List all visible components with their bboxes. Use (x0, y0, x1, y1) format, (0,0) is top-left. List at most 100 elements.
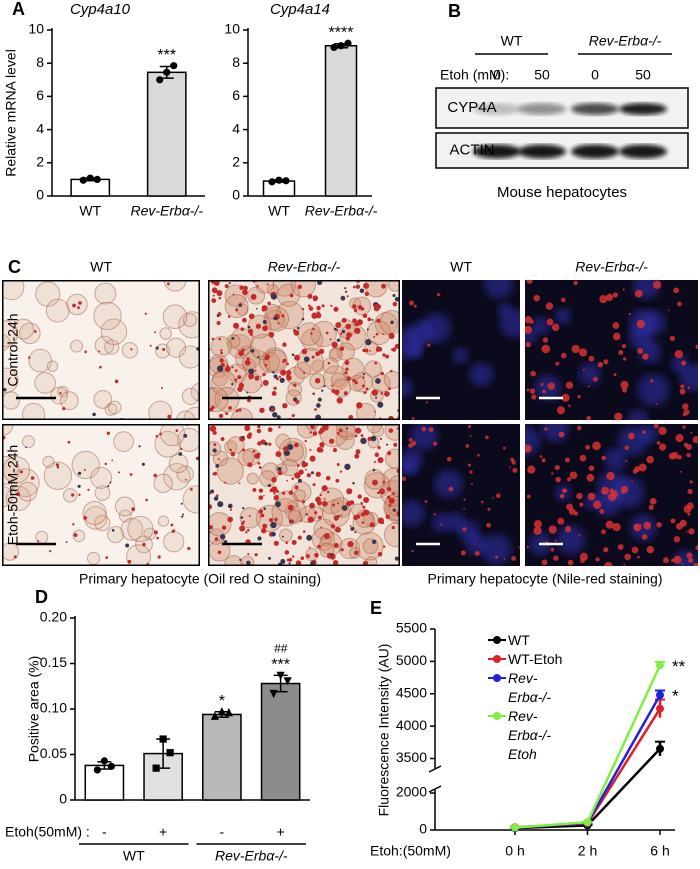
lipid (275, 501, 281, 508)
cell (263, 349, 288, 374)
lipid (377, 446, 381, 450)
lipid (391, 347, 397, 352)
cell (100, 318, 128, 345)
data-point (100, 757, 108, 765)
lipid (642, 430, 646, 434)
data-point (217, 707, 226, 716)
lipid (250, 348, 255, 353)
lipid (363, 282, 370, 289)
blot-band (518, 144, 566, 159)
lipid (525, 325, 533, 334)
lipid (592, 441, 601, 451)
cell (163, 463, 191, 491)
lipid (315, 351, 321, 357)
lipid (587, 492, 596, 501)
lipid (592, 376, 598, 382)
lipid (448, 486, 454, 492)
lipid (336, 462, 340, 466)
nucleus (671, 355, 689, 373)
lipid (352, 318, 357, 324)
cell (311, 359, 325, 373)
data-point (511, 823, 519, 832)
lipid (542, 389, 546, 394)
lipid (551, 323, 560, 332)
lipid (525, 315, 533, 324)
swatch-dot (493, 712, 501, 720)
lipid (220, 351, 223, 355)
lipid (533, 294, 540, 302)
lipid (317, 544, 321, 549)
lipid (333, 327, 337, 331)
lipid (377, 457, 384, 464)
lipid (268, 484, 271, 487)
lipid (254, 369, 257, 372)
lipid (380, 371, 384, 376)
lipid (689, 480, 693, 484)
lipid (254, 553, 258, 557)
lipid (271, 486, 278, 493)
panel-label: E (370, 598, 382, 618)
lipid (638, 463, 647, 472)
cell (159, 327, 172, 340)
lipid (156, 536, 159, 540)
lipid (360, 434, 364, 437)
cell (287, 381, 303, 397)
lipid (267, 427, 273, 433)
lipid (491, 496, 494, 499)
lipid (294, 442, 299, 448)
lipid (329, 438, 335, 444)
chart-title: Cyp4a14 (270, 1, 330, 18)
lipid (162, 348, 166, 351)
significance: **** (329, 24, 354, 41)
lipid (357, 494, 362, 499)
lipid (545, 302, 554, 310)
lipid (258, 509, 264, 514)
lipid (362, 505, 366, 509)
lipid (282, 402, 288, 409)
lipid (625, 459, 628, 462)
cell (210, 370, 237, 397)
lipid (362, 376, 365, 379)
lipid (290, 519, 295, 524)
cell (121, 342, 139, 359)
lipid (409, 300, 415, 306)
cell (226, 334, 241, 349)
lipid (686, 502, 694, 510)
lipid (667, 309, 670, 312)
lipid (637, 555, 640, 559)
lipid (245, 531, 248, 534)
data-point (268, 178, 276, 186)
bar (260, 682, 301, 801)
lipid (618, 349, 624, 356)
lipid (599, 509, 605, 514)
lipid (382, 353, 386, 357)
lipid (238, 408, 242, 412)
lipid (371, 318, 374, 321)
cell (59, 391, 79, 411)
lipid (582, 368, 585, 371)
lipid (235, 409, 239, 413)
lipid (209, 425, 217, 432)
legend-swatch (486, 707, 508, 726)
lipid (352, 482, 355, 485)
bar (324, 45, 358, 197)
x-tick-label: 2 h (578, 843, 597, 859)
lipid (318, 348, 325, 355)
lipid (571, 344, 580, 354)
cell (388, 280, 400, 292)
lipid (360, 307, 365, 311)
treatment-label: Etoh (mM): (440, 67, 509, 83)
cell (182, 313, 197, 328)
lipid (273, 374, 278, 379)
lipid (392, 294, 396, 298)
cell (5, 485, 32, 512)
lipid (361, 384, 365, 388)
lipid (375, 332, 379, 336)
lipid (587, 385, 590, 388)
lipid (316, 403, 321, 408)
lipid (294, 354, 300, 361)
lipid (332, 503, 336, 507)
lipid (623, 357, 627, 361)
lipid (258, 466, 262, 469)
lipid (533, 526, 542, 535)
